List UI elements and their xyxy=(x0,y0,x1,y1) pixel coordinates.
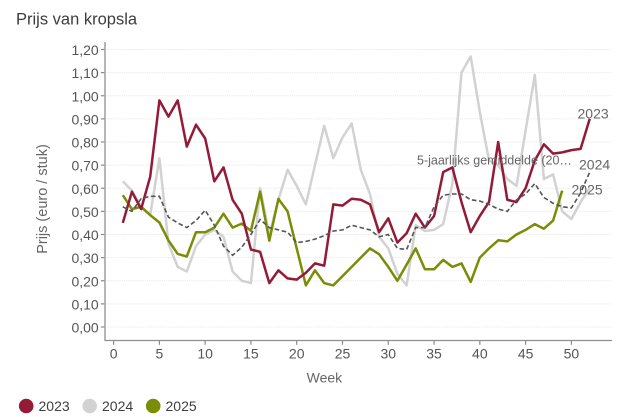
svg-text:45: 45 xyxy=(518,346,534,362)
svg-text:0,30: 0,30 xyxy=(71,250,98,266)
svg-text:0,70: 0,70 xyxy=(71,158,98,174)
svg-text:0,60: 0,60 xyxy=(71,181,98,197)
svg-text:0,80: 0,80 xyxy=(71,135,98,151)
svg-text:25: 25 xyxy=(335,346,351,362)
svg-text:35: 35 xyxy=(426,346,442,362)
svg-text:Week: Week xyxy=(307,370,344,386)
svg-text:0,90: 0,90 xyxy=(71,111,98,127)
svg-text:2023: 2023 xyxy=(39,398,70,414)
svg-text:50: 50 xyxy=(564,346,580,362)
svg-text:5: 5 xyxy=(155,346,163,362)
svg-text:2025: 2025 xyxy=(166,398,197,414)
svg-text:10: 10 xyxy=(197,346,213,362)
svg-text:2024: 2024 xyxy=(579,157,610,173)
svg-text:2024: 2024 xyxy=(102,398,133,414)
svg-text:0,10: 0,10 xyxy=(71,296,98,312)
svg-text:30: 30 xyxy=(380,346,396,362)
svg-text:Prijs van kropsla: Prijs van kropsla xyxy=(16,11,138,29)
svg-text:5-jaarlijks gemiddelde (20…: 5-jaarlijks gemiddelde (20… xyxy=(417,153,572,167)
svg-text:0,40: 0,40 xyxy=(71,227,98,243)
svg-text:0,00: 0,00 xyxy=(71,320,98,336)
svg-text:Prijs (euro / stuk): Prijs (euro / stuk) xyxy=(35,144,51,254)
svg-text:0,20: 0,20 xyxy=(71,273,98,289)
svg-text:2023: 2023 xyxy=(578,106,609,122)
svg-text:15: 15 xyxy=(243,346,259,362)
svg-text:2025: 2025 xyxy=(572,181,603,197)
svg-text:1,00: 1,00 xyxy=(71,88,98,104)
svg-text:1,10: 1,10 xyxy=(71,65,98,81)
svg-text:40: 40 xyxy=(472,346,488,362)
svg-text:20: 20 xyxy=(289,346,305,362)
svg-text:0: 0 xyxy=(110,346,118,362)
svg-text:0,50: 0,50 xyxy=(71,204,98,220)
svg-text:1,20: 1,20 xyxy=(71,42,98,58)
